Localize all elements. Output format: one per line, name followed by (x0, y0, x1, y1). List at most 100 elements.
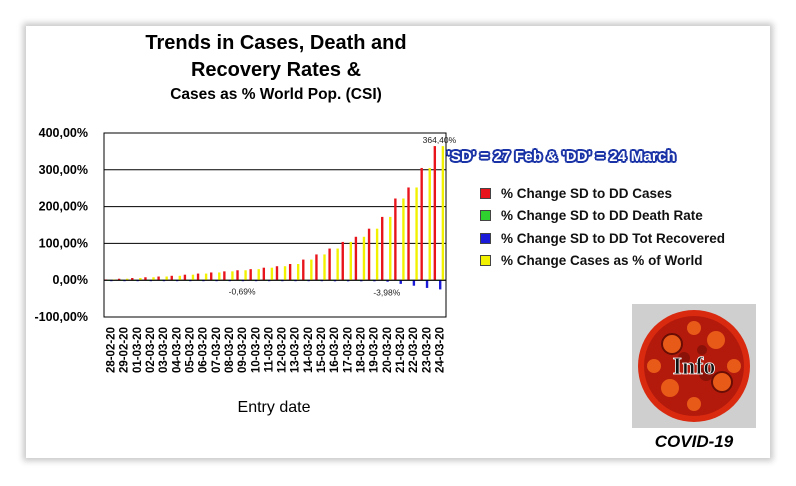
bar-3-22 (402, 198, 405, 281)
bar-0-12 (262, 267, 266, 281)
legend-item-recovered: % Change SD to DD Tot Recovered (480, 227, 725, 250)
bar-3-14 (296, 264, 300, 281)
x-tick-label: 28-02-20 (106, 327, 118, 373)
legend-swatch-world (480, 255, 491, 267)
x-tick-label: 08-03-20 (224, 327, 236, 373)
legend-swatch-cases (480, 187, 491, 199)
bar-2-25 (439, 280, 442, 290)
bar-2-24 (425, 280, 429, 288)
x-tick-label: 01-03-20 (132, 327, 144, 373)
bar-3-9 (231, 271, 234, 281)
bar-0-24 (420, 167, 423, 281)
bar-3-10 (244, 270, 247, 281)
y-tick-label: -100,00% (34, 310, 88, 324)
x-tick-label: 18-03-20 (356, 327, 368, 373)
bar-3-4 (165, 276, 168, 281)
x-tick-label: 17-03-20 (342, 327, 354, 373)
x-tick-label: 03-03-20 (158, 327, 170, 373)
data-label: -3,98% (373, 288, 400, 298)
x-tick-label: 19-03-20 (369, 327, 381, 373)
x-tick-label: 11-03-20 (263, 327, 275, 372)
bar-3-19 (362, 236, 366, 281)
bar-0-23 (407, 187, 410, 281)
bar-0-1 (117, 278, 121, 281)
date-definition-note: 'SD' = 27 Feb & 'DD' = 24 March (447, 148, 676, 165)
legend-label-cases: % Change SD to DD Cases (501, 185, 673, 201)
bar-0-2 (131, 277, 134, 281)
legend-label-world: % Change Cases as % of World (501, 253, 703, 269)
x-tick-label: 13-03-20 (290, 327, 302, 373)
x-tick-label: 09-03-20 (237, 327, 249, 373)
x-tick-label: 14-03-20 (303, 327, 315, 373)
x-axis-label: Entry date (238, 399, 311, 416)
virus-icon: Info (638, 310, 750, 422)
title-line-2: Recovery Rates & (190, 59, 362, 81)
legend-item-cases: % Change SD to DD Cases (480, 182, 725, 205)
bar-3-5 (178, 275, 181, 281)
y-tick-label: 100,00% (39, 236, 88, 250)
bar-2-18 (346, 280, 350, 282)
x-tick-label: 23-03-20 (421, 327, 433, 373)
bar-0-7 (196, 273, 200, 281)
x-tick-label: 05-03-20 (185, 327, 197, 373)
y-tick-label: 200,00% (39, 200, 88, 214)
bar-0-10 (236, 270, 239, 281)
bar-3-18 (349, 241, 352, 281)
x-tick-label: 02-03-20 (145, 327, 157, 373)
x-tick-label: 29-02-20 (119, 327, 131, 373)
bar-0-14 (288, 264, 292, 281)
y-tick-label: 400,00% (39, 126, 88, 140)
chart-title: Trends in Cases, Death and Recovery Rate… (96, 30, 456, 106)
x-tick-label: 07-03-20 (211, 327, 223, 373)
bar-3-12 (270, 267, 274, 281)
bar-3-23 (415, 187, 418, 281)
bar-0-4 (157, 276, 160, 281)
x-tick-label: 16-03-20 (329, 327, 341, 373)
bar-2-21 (386, 280, 389, 282)
bar-2-23 (412, 280, 416, 286)
bar-0-6 (183, 274, 187, 281)
bar-2-17 (333, 280, 337, 282)
title-line-3: Cases as % World Pop. (CSI) (170, 86, 382, 103)
bar-3-17 (336, 248, 339, 281)
bar-2-19 (360, 280, 363, 282)
bar-3-16 (323, 254, 326, 281)
bar-0-22 (394, 198, 397, 281)
bar-0-3 (144, 277, 147, 281)
covid-info-logo: Info (632, 304, 756, 428)
x-tick-label: 15-03-20 (316, 327, 328, 373)
x-tick-label: 12-03-20 (277, 327, 289, 373)
bar-0-21 (381, 216, 384, 281)
legend-item-death-rate: % Change SD to DD Death Rate (480, 205, 725, 228)
bar-0-17 (328, 248, 331, 281)
y-tick-label: 0,00% (53, 273, 88, 287)
legend-swatch-recovered (480, 232, 491, 244)
bar-0-15 (302, 259, 305, 281)
bar-0-25 (433, 146, 437, 281)
bar-3-21 (389, 216, 392, 281)
data-label: -0,69% (229, 286, 256, 296)
x-tick-label: 04-03-20 (171, 327, 183, 373)
bar-3-13 (283, 266, 287, 281)
x-tick-label: 10-03-20 (250, 327, 262, 373)
chart-legend: % Change SD to DD Cases % Change SD to D… (480, 182, 725, 272)
x-tick-label: 22-03-20 (408, 327, 420, 373)
title-line-1: Trends in Cases, Death and (145, 32, 407, 54)
bar-0-19 (354, 236, 358, 281)
bar-3-20 (375, 228, 379, 281)
legend-label-death-rate: % Change SD to DD Death Rate (501, 208, 703, 224)
legend-item-world: % Change Cases as % of World (480, 250, 725, 273)
bar-0-16 (315, 254, 318, 281)
bar-3-24 (428, 167, 431, 281)
logo-text: Info (673, 354, 716, 380)
bar-3-8 (218, 272, 221, 281)
bar-0-9 (223, 271, 226, 281)
x-tick-label: 20-03-20 (382, 327, 394, 373)
bar-3-25 (441, 146, 445, 281)
bar-3-3 (152, 277, 155, 281)
bar-3-7 (204, 273, 208, 281)
plot-area (103, 132, 447, 318)
x-tick-label: 24-03-20 (434, 327, 446, 373)
bar-3-1 (125, 278, 129, 281)
